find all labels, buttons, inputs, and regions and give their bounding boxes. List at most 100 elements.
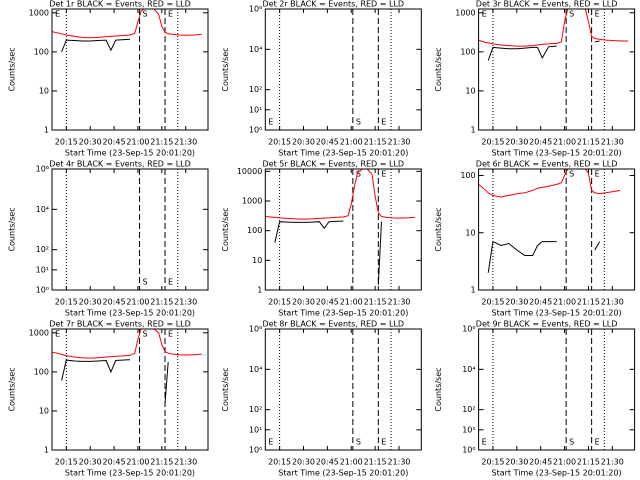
y-tick-label: 1 xyxy=(44,126,49,135)
x-tick-label: 21:00 xyxy=(340,298,363,307)
x-tick-label: 20:15 xyxy=(481,458,504,467)
y-tick-label: 10⁶ xyxy=(249,5,262,14)
x-tick-label: 21:00 xyxy=(126,458,149,467)
event-label: E xyxy=(268,118,273,127)
y-tick-label: 1000 xyxy=(242,197,262,206)
y-tick-label: 10⁰ xyxy=(249,446,262,455)
event-label: E xyxy=(168,10,173,19)
y-tick-label: 100 xyxy=(460,47,475,56)
plot-frame xyxy=(51,168,209,291)
panel-title: Det 1r BLACK = Events, RED = LLD xyxy=(49,0,191,9)
y-tick-label: 1 xyxy=(257,286,262,295)
x-tick-label: 20:30 xyxy=(292,298,315,307)
x-tick-label: 21:30 xyxy=(601,298,624,307)
x-tick-label: 20:15 xyxy=(55,298,78,307)
plot-frame xyxy=(264,168,422,291)
panel: Det 9r BLACK = Events, RED = LLD Start Ti… xyxy=(434,320,636,478)
x-tick-label: 20:45 xyxy=(316,138,339,147)
series-line xyxy=(274,220,382,285)
x-tick-label: 20:30 xyxy=(505,298,528,307)
x-tick-label: 20:30 xyxy=(292,138,315,147)
event-label: S xyxy=(569,438,574,447)
y-axis-label: Counts/sec xyxy=(8,47,17,91)
event-label: E xyxy=(168,330,173,339)
x-axis-label: Start Time (23-Sep-15 20:01:20) xyxy=(278,309,408,318)
y-tick-label: 10⁰ xyxy=(249,126,262,135)
x-axis-label: Start Time (23-Sep-15 20:01:20) xyxy=(65,309,195,318)
panel-title: Det 3r BLACK = Events, RED = LLD xyxy=(476,0,618,9)
y-tick-label: 1 xyxy=(44,446,49,455)
x-tick-label: 20:15 xyxy=(55,458,78,467)
y-tick-label: 10¹ xyxy=(249,425,262,434)
event-label: S xyxy=(143,278,148,287)
y-tick-label: 10 xyxy=(39,406,49,415)
x-tick-label: 21:15 xyxy=(577,298,600,307)
x-axis-label: Start Time (23-Sep-15 20:01:20) xyxy=(492,469,622,478)
y-tick-label: 10⁰ xyxy=(36,286,49,295)
event-label: E xyxy=(595,438,600,447)
y-axis-label: Counts/sec xyxy=(8,207,17,251)
x-tick-label: 20:30 xyxy=(505,458,528,467)
x-tick-label: 21:15 xyxy=(364,298,387,307)
panel-title: Det 8r BLACK = Events, RED = LLD xyxy=(263,320,405,329)
x-tick-label: 20:45 xyxy=(103,138,126,147)
series-line xyxy=(487,40,600,61)
panel: Det 8r BLACK = Events, RED = LLD Start Ti… xyxy=(221,320,422,478)
y-tick-label: 10⁶ xyxy=(249,325,262,334)
x-tick-label: 21:30 xyxy=(601,138,624,147)
y-tick-label: 10¹ xyxy=(462,425,475,434)
series-line xyxy=(478,168,621,198)
x-tick-label: 21:30 xyxy=(601,458,624,467)
panel: Det 6r BLACK = Events, RED = LLD Start Ti… xyxy=(434,160,636,318)
x-tick-label: 21:30 xyxy=(387,298,410,307)
y-tick-label: 10² xyxy=(36,245,49,254)
panel: Det 7r BLACK = Events, RED = LLD Start Ti… xyxy=(8,320,209,478)
x-axis-label: Start Time (23-Sep-15 20:01:20) xyxy=(65,469,195,478)
x-tick-label: 21:15 xyxy=(577,138,600,147)
series-line xyxy=(265,168,415,220)
x-tick-label: 20:15 xyxy=(268,298,291,307)
event-label: E xyxy=(55,10,60,19)
x-tick-label: 20:30 xyxy=(505,138,528,147)
panel: Det 1r BLACK = Events, RED = LLD Start Ti… xyxy=(8,0,209,158)
y-tick-label: 10⁶ xyxy=(462,325,475,334)
series-line xyxy=(61,38,131,53)
x-tick-label: 21:00 xyxy=(553,458,576,467)
x-tick-label: 20:45 xyxy=(103,458,126,467)
x-tick-label: 20:15 xyxy=(481,138,504,147)
y-tick-label: 10 xyxy=(39,86,49,95)
panel-title: Det 9r BLACK = Events, RED = LLD xyxy=(476,320,618,329)
y-axis-label: Counts/sec xyxy=(434,47,443,91)
y-tick-label: 10⁶ xyxy=(36,165,49,174)
x-tick-label: 20:15 xyxy=(268,458,291,467)
y-axis-label: Counts/sec xyxy=(221,47,230,91)
y-tick-label: 10⁴ xyxy=(36,205,49,214)
y-tick-label: 10 xyxy=(252,256,262,265)
x-tick-label: 21:15 xyxy=(150,138,173,147)
y-tick-label: 100 xyxy=(34,367,49,376)
plot-frame xyxy=(478,168,636,291)
y-tick-label: 10⁰ xyxy=(462,446,475,455)
event-label: E xyxy=(381,438,386,447)
event-label: E xyxy=(595,10,600,19)
plot-frame xyxy=(478,328,636,451)
event-label: S xyxy=(569,170,574,179)
y-tick-label: 10¹ xyxy=(36,265,49,274)
series-line xyxy=(487,240,601,273)
x-tick-label: 21:00 xyxy=(126,138,149,147)
x-tick-label: 21:00 xyxy=(340,458,363,467)
x-axis-label: Start Time (23-Sep-15 20:01:20) xyxy=(278,149,408,158)
event-label: E xyxy=(381,118,386,127)
y-axis-label: Counts/sec xyxy=(434,207,443,251)
y-tick-label: 10² xyxy=(249,405,262,414)
y-tick-label: 10² xyxy=(249,85,262,94)
plot-frame xyxy=(264,328,422,451)
y-tick-label: 1000 xyxy=(455,8,475,17)
y-tick-label: 10⁴ xyxy=(249,45,262,54)
y-tick-label: 1000 xyxy=(29,8,49,17)
x-tick-label: 20:45 xyxy=(529,298,552,307)
event-label: E xyxy=(268,438,273,447)
y-tick-label: 100 xyxy=(247,226,262,235)
x-tick-label: 20:45 xyxy=(316,458,339,467)
